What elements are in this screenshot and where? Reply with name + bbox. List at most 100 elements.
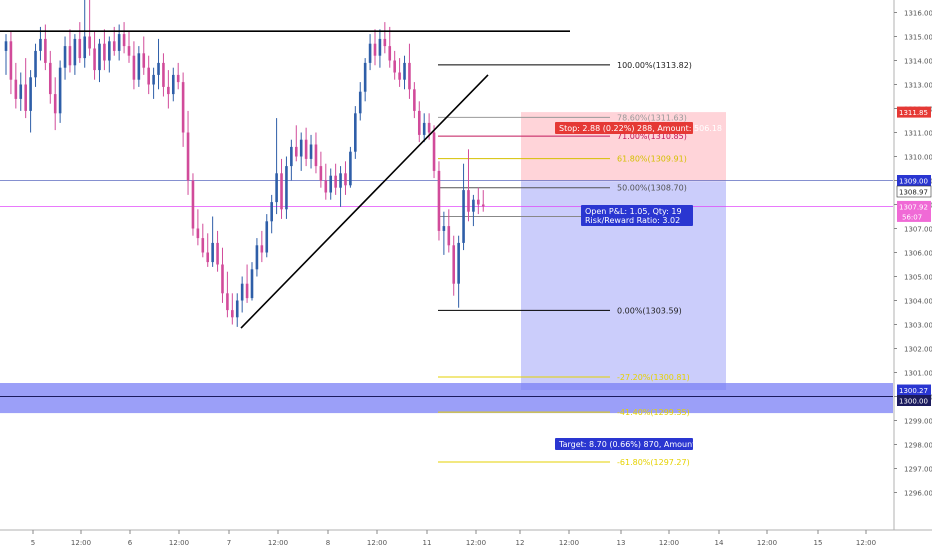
candle: [147, 55, 150, 95]
fibonacci-layer[interactable]: 100.00%(1313.82) 78.60%(1311.63) 71.00%(13…: [438, 61, 692, 467]
stop-price-tag[interactable]: 1311.85: [897, 106, 931, 118]
position-price-tag[interactable]: 1309.00: [897, 175, 931, 186]
candle-body: [137, 53, 141, 80]
candle: [304, 127, 308, 167]
candle-body: [462, 190, 465, 243]
candle: [349, 146, 352, 188]
current-price-tag[interactable]: 1307.92 56:07: [897, 200, 931, 222]
candles-layer: [4, 0, 485, 327]
target-label-text: Target: 8.70 (0.66%) 870, Amount: 726.2: [558, 440, 723, 449]
candle-body: [358, 91, 362, 114]
candle: [339, 166, 342, 207]
entry-price-tag-text: 1308.97: [899, 189, 928, 197]
candle: [250, 262, 254, 301]
entry-price-tag[interactable]: 1308.97: [896, 185, 932, 198]
candle-body: [457, 242, 460, 284]
candle-body: [324, 180, 328, 193]
time-tick-label: 6: [128, 539, 133, 547]
drawings-layer[interactable]: [0, 30, 570, 329]
candle: [481, 190, 485, 212]
candle-body: [34, 50, 37, 78]
zone-line-price-tag[interactable]: 1300.00: [897, 395, 931, 406]
fib-label-1: 78.60%(1311.63): [617, 113, 687, 122]
time-tick-label: 12:00: [856, 539, 876, 547]
candle: [191, 173, 195, 236]
candle: [255, 238, 259, 277]
time-axis[interactable]: 5 12:00 6 12:00 7 12:00 8 12:00 11 12:00 12 12:00 13…: [0, 529, 932, 550]
candle: [334, 163, 337, 195]
price-axis[interactable]: 1316.001315.001314.001313.001312.001311.…: [893, 0, 932, 530]
candle-body: [142, 53, 146, 68]
candle-body: [24, 84, 27, 111]
entry-price-tag-bg: [896, 185, 932, 198]
candle: [34, 43, 37, 87]
current-price-text: 1307.92: [899, 203, 928, 211]
price-tick-label: 1315.00: [904, 34, 932, 42]
price-tick-label: 1310.00: [904, 154, 932, 162]
candle: [4, 34, 8, 75]
candle-body: [88, 36, 91, 49]
price-tick-label: 1316.00: [904, 10, 932, 18]
time-tick-label: 12:00: [268, 539, 288, 547]
target-label: Target: 8.70 (0.66%) 870, Amount: 726.2: [555, 438, 723, 450]
candle: [63, 36, 67, 80]
candle-body: [181, 82, 185, 133]
time-axis-bg: [0, 530, 932, 550]
candle-body: [472, 199, 475, 212]
candle-body: [339, 173, 342, 188]
candle-body: [14, 79, 18, 99]
candle-body: [93, 48, 96, 71]
candle-body: [250, 269, 254, 299]
candle: [363, 58, 367, 102]
candle-body: [147, 67, 150, 85]
time-tick-label: 12:00: [367, 539, 387, 547]
candle: [73, 34, 77, 75]
price-tick-label: 1304.00: [904, 298, 932, 306]
candle-body: [240, 283, 244, 301]
candle: [196, 209, 200, 246]
candle: [132, 41, 136, 90]
candle: [39, 26, 42, 61]
candle: [408, 43, 411, 99]
candle-body: [368, 43, 372, 63]
fib-label-6: 0.00%(1303.59): [617, 306, 682, 315]
candle-body: [447, 226, 451, 246]
candle-body: [452, 245, 456, 284]
candle: [157, 38, 160, 90]
candle-body: [112, 41, 116, 51]
candle-body: [427, 122, 431, 133]
fib-label-2: 71.00%(1310.85): [617, 132, 687, 141]
candle-body: [152, 74, 155, 85]
candle-body: [349, 151, 352, 186]
zone-top-price-tag[interactable]: 1300.27: [897, 384, 931, 396]
candle: [280, 158, 283, 219]
candle-body: [437, 170, 441, 231]
time-tick-label: 7: [227, 539, 231, 547]
candle: [294, 125, 298, 162]
candle: [206, 233, 210, 267]
candle-body: [58, 67, 62, 114]
candle-body: [211, 242, 214, 263]
price-tick-label: 1297.00: [904, 466, 932, 474]
candle: [201, 223, 205, 258]
candle-body: [122, 34, 126, 47]
candle-body: [329, 175, 333, 193]
candle: [48, 50, 52, 104]
candle: [477, 187, 480, 215]
ascending-trendline[interactable]: [240, 74, 489, 329]
time-tick-label: 8: [326, 539, 330, 547]
candle-body: [9, 41, 13, 80]
zone-top-price-tag-text: 1300.27: [899, 387, 928, 395]
candle-body: [363, 62, 367, 92]
candle: [226, 271, 229, 318]
candle-body: [275, 173, 278, 203]
candle: [103, 29, 106, 71]
candle: [403, 55, 406, 90]
candle: [265, 214, 269, 258]
candle-body: [280, 173, 283, 210]
candle-body: [314, 144, 318, 167]
candle: [245, 264, 249, 303]
